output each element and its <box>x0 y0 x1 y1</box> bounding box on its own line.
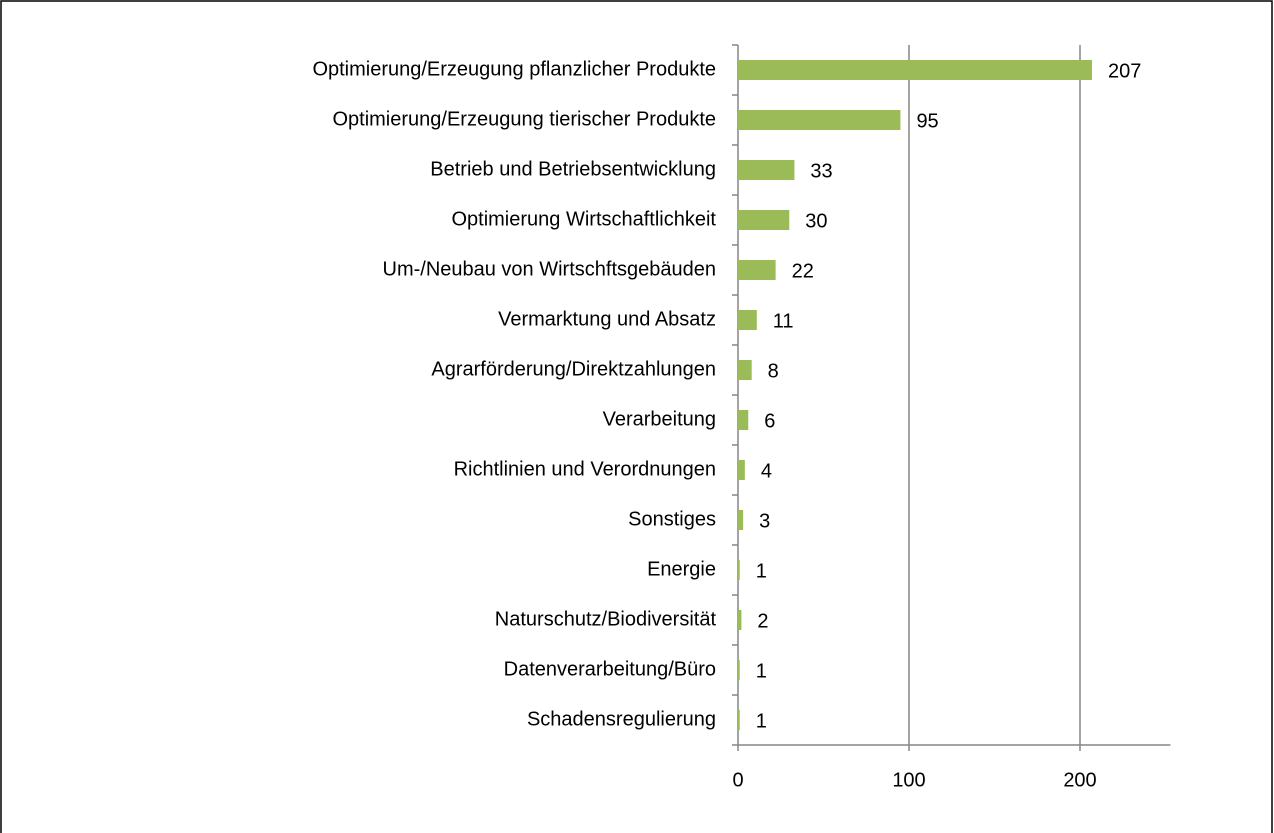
bar <box>738 710 740 730</box>
y-tick-label: Betrieb und Betriebsentwicklung <box>430 158 716 180</box>
value-label: 30 <box>805 210 827 232</box>
y-tick-label: Verarbeitung <box>603 408 716 430</box>
y-tick-label: Optimierung/Erzeugung pflanzlicher Produ… <box>312 58 716 80</box>
bar <box>738 110 901 130</box>
bar <box>738 60 1092 80</box>
bar <box>738 160 795 180</box>
bar <box>738 360 752 380</box>
y-tick-label: Energie <box>647 558 716 580</box>
value-label: 1 <box>756 660 767 682</box>
value-label: 22 <box>792 260 814 282</box>
y-tick-label: Optimierung/Erzeugung tierischer Produkt… <box>332 108 716 130</box>
value-label: 11 <box>773 310 794 332</box>
value-label: 3 <box>759 510 770 532</box>
x-tick-label: 100 <box>892 769 925 791</box>
bar <box>738 560 740 580</box>
bar <box>738 510 744 530</box>
bar <box>738 660 740 680</box>
bar <box>738 210 790 230</box>
x-tick-label: 200 <box>1063 769 1096 791</box>
y-tick-label: Um-/Neubau von Wirtschftsgebäuden <box>383 258 717 280</box>
bar <box>738 460 745 480</box>
y-tick-label: Richtlinien und Verordnungen <box>454 458 716 480</box>
y-tick-label: Optimierung Wirtschaftlichkeit <box>451 208 716 230</box>
bar <box>738 410 749 430</box>
value-label: 1 <box>756 560 767 582</box>
value-label: 2 <box>757 610 768 632</box>
bar <box>738 610 742 630</box>
y-tick-label: Vermarktung und Absatz <box>498 308 716 330</box>
y-tick-label: Agrarförderung/Direktzahlungen <box>431 358 716 380</box>
bar <box>738 260 776 280</box>
x-tick-label: 0 <box>732 769 743 791</box>
value-label: 4 <box>761 460 772 482</box>
value-label: 1 <box>756 710 767 732</box>
value-label: 6 <box>764 410 775 432</box>
y-tick-label: Schadensregulierung <box>527 708 716 730</box>
value-label: 33 <box>810 160 832 182</box>
value-label: 8 <box>768 360 779 382</box>
y-tick-label: Datenverarbeitung/Büro <box>504 658 716 680</box>
y-tick-label: Naturschutz/Biodiversität <box>495 608 717 630</box>
y-tick-label: Sonstiges <box>628 508 716 530</box>
bar <box>738 310 757 330</box>
value-label: 207 <box>1108 60 1141 82</box>
value-label: 95 <box>916 110 938 132</box>
